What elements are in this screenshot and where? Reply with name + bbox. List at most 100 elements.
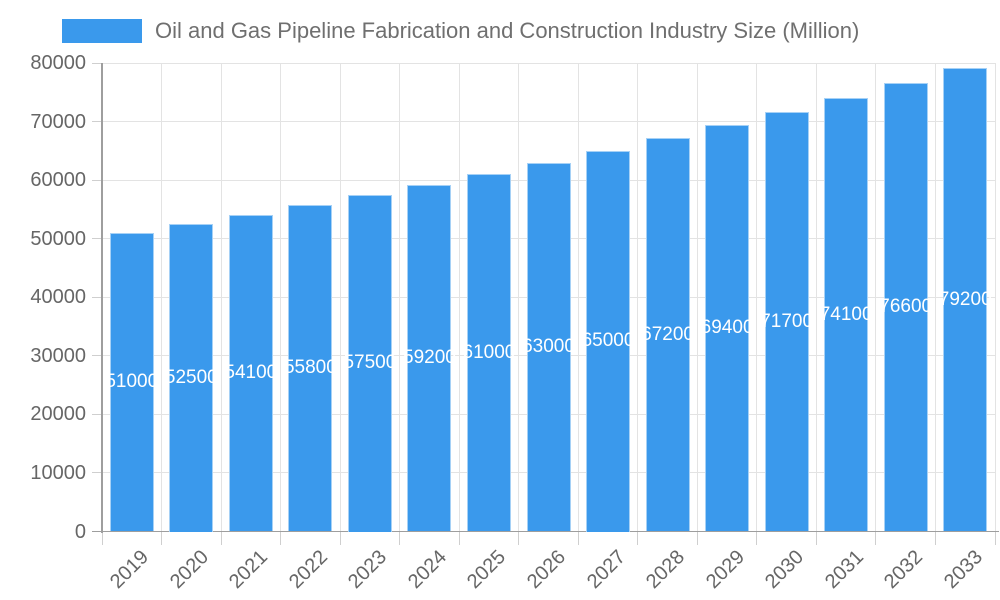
- y-axis-tick: [92, 62, 102, 64]
- x-axis-tick: [934, 531, 936, 545]
- x-gridline: [399, 63, 401, 532]
- y-axis-tick: [92, 413, 102, 415]
- y-axis-label: 20000: [30, 403, 86, 426]
- y-axis-label: 70000: [30, 110, 86, 133]
- bar-value-label: 59200: [403, 347, 456, 369]
- bar-value-label: 63000: [522, 336, 575, 358]
- bar-value-label: 67200: [641, 323, 694, 345]
- legend-swatch-icon: [62, 19, 142, 43]
- x-axis-label: 2033: [939, 546, 987, 594]
- chart-legend-item[interactable]: Oil and Gas Pipeline Fabrication and Con…: [62, 19, 859, 43]
- y-axis-tick: [92, 121, 102, 123]
- x-axis-tick: [756, 531, 758, 545]
- x-gridline: [518, 63, 520, 532]
- y-axis-tick: [92, 296, 102, 298]
- y-axis-label: 10000: [30, 461, 86, 484]
- x-gridline: [696, 63, 698, 532]
- bar-value-label: 57500: [343, 352, 397, 374]
- bar-2030[interactable]: [764, 111, 809, 532]
- x-gridline: [815, 63, 817, 532]
- y-axis-label: 0: [74, 520, 86, 543]
- x-gridline: [994, 63, 996, 532]
- bar-2031[interactable]: [824, 97, 869, 532]
- x-axis-line: [92, 530, 999, 533]
- bar-value-label: 74100: [819, 303, 873, 325]
- bar-2023[interactable]: [347, 194, 392, 532]
- y-axis-line: [101, 63, 103, 533]
- x-axis-label: 2029: [701, 546, 749, 594]
- bar-value-label: 69400: [700, 317, 754, 339]
- x-axis-tick: [458, 531, 460, 545]
- y-axis-tick: [92, 355, 102, 357]
- y-axis-label: 60000: [30, 169, 86, 192]
- x-axis-tick: [101, 531, 103, 545]
- bar-2024[interactable]: [407, 184, 452, 532]
- x-axis-label: 2021: [225, 546, 273, 594]
- x-axis-tick: [339, 531, 341, 545]
- y-axis-tick: [92, 238, 102, 240]
- x-gridline: [161, 63, 163, 532]
- x-axis-label: 2025: [463, 546, 511, 594]
- bar-2026[interactable]: [526, 162, 571, 532]
- x-axis-tick: [875, 531, 877, 545]
- y-gridline: [102, 62, 995, 64]
- y-gridline: [102, 121, 995, 123]
- x-axis-label: 2030: [761, 546, 809, 594]
- x-gridline: [637, 63, 639, 532]
- y-axis-label: 30000: [30, 344, 86, 367]
- x-axis-label: 2020: [165, 546, 213, 594]
- x-axis-label: 2022: [284, 546, 332, 594]
- bar-value-label: 61000: [462, 341, 516, 363]
- x-axis-label: 2023: [344, 546, 392, 594]
- x-axis-tick: [399, 531, 401, 545]
- x-gridline: [458, 63, 460, 532]
- x-axis-tick: [280, 531, 282, 545]
- x-axis-label: 2031: [820, 546, 868, 594]
- bar-2022[interactable]: [288, 204, 333, 532]
- x-axis-label: 2027: [582, 546, 630, 594]
- bar-value-label: 55800: [283, 357, 337, 379]
- bar-2032[interactable]: [883, 82, 928, 532]
- bar-value-label: 52500: [164, 366, 218, 388]
- x-axis-tick: [696, 531, 698, 545]
- x-gridline: [280, 63, 282, 532]
- bar-2021[interactable]: [228, 214, 273, 532]
- x-axis-tick: [637, 531, 639, 545]
- bar-2019[interactable]: [109, 232, 154, 532]
- x-gridline: [339, 63, 341, 532]
- x-gridline: [875, 63, 877, 532]
- x-axis-label: 2026: [523, 546, 571, 594]
- y-axis-tick: [92, 179, 102, 181]
- x-axis-tick: [577, 531, 579, 545]
- bar-2033[interactable]: [943, 67, 988, 532]
- bar-2025[interactable]: [466, 174, 511, 532]
- x-axis-tick: [815, 531, 817, 545]
- bar-value-label: 76600: [879, 296, 933, 318]
- x-gridline: [934, 63, 936, 532]
- y-axis-tick: [92, 472, 102, 474]
- x-axis-label: 2019: [106, 546, 154, 594]
- bar-2027[interactable]: [586, 150, 631, 532]
- bar-value-label: 71700: [760, 310, 814, 332]
- legend-label: Oil and Gas Pipeline Fabrication and Con…: [155, 18, 860, 43]
- x-axis-label: 2028: [642, 546, 690, 594]
- bar-value-label: 79200: [938, 288, 992, 310]
- y-axis-label: 80000: [30, 52, 86, 74]
- bar-value-label: 51000: [105, 371, 159, 393]
- x-axis-tick: [161, 531, 163, 545]
- bar-2028[interactable]: [645, 137, 690, 532]
- x-axis-tick: [518, 531, 520, 545]
- y-axis-label: 40000: [30, 286, 86, 309]
- x-axis-label: 2024: [403, 546, 451, 594]
- x-axis-tick: [220, 531, 222, 545]
- x-gridline: [756, 63, 758, 532]
- bar-2020[interactable]: [169, 224, 214, 532]
- x-gridline: [220, 63, 222, 532]
- x-gridline: [577, 63, 579, 532]
- x-axis-label: 2032: [880, 546, 928, 594]
- bar-2029[interactable]: [705, 125, 750, 532]
- bar-value-label: 65000: [581, 330, 635, 352]
- y-axis-label: 50000: [30, 227, 86, 250]
